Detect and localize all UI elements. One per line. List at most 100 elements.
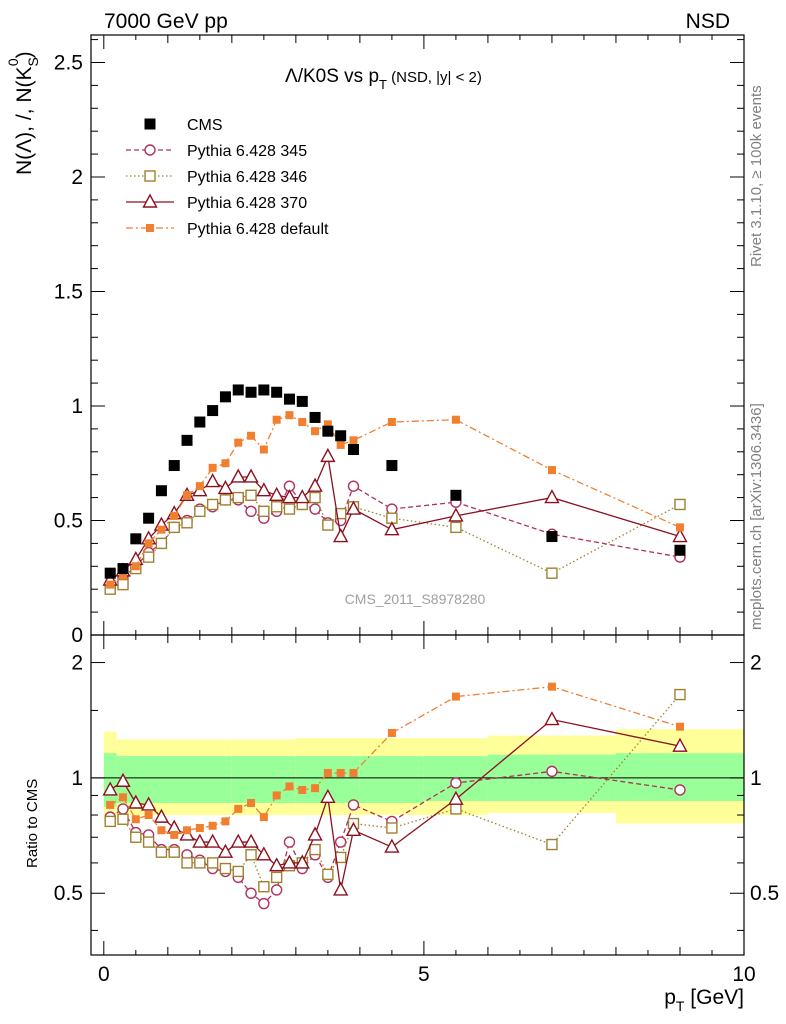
main-data-point: [450, 521, 462, 534]
ratio-data-point: [334, 836, 347, 848]
main-data-point: [335, 430, 347, 442]
main-data-point: [387, 418, 396, 427]
main-data-point: [232, 491, 244, 504]
ratio-data-point: [183, 826, 192, 835]
main-data-point: [259, 445, 268, 454]
main-data-point: [544, 489, 560, 504]
legend-entry: CMS: [144, 117, 223, 134]
main-data-point: [245, 489, 257, 502]
ratio-data-point: [450, 803, 462, 815]
legend-label: CMS: [187, 117, 223, 134]
main-data-point: [448, 507, 464, 522]
main-data-point: [221, 459, 230, 468]
main-data-point: [168, 521, 180, 534]
main-data-point: [144, 539, 153, 548]
main-y-tick-label: 2: [71, 166, 83, 189]
ylabel-b: ): [13, 51, 36, 58]
main-data-point: [672, 528, 688, 543]
ratio-y-tick-label: 0.5: [54, 882, 83, 905]
ratio-data-point: [320, 788, 336, 803]
main-data-point: [219, 494, 232, 506]
ratio-data-point: [258, 897, 270, 910]
main-y-tick-label: 1: [71, 395, 83, 418]
main-data-point: [258, 505, 270, 518]
ratio-data-point: [142, 836, 155, 848]
main-data-point: [336, 440, 345, 449]
ratio-data-point: [258, 881, 270, 893]
main-data-point: [217, 479, 234, 495]
main-data-point: [117, 578, 129, 591]
main-data-point: [142, 551, 155, 563]
main-data-point: [347, 480, 360, 492]
main-data-point: [334, 507, 347, 520]
legend-entry: Pythia 6.428 345: [126, 143, 307, 160]
ratio-data-point: [675, 722, 684, 731]
main-y-tick-label: 0.5: [54, 509, 83, 532]
main-data-point: [219, 391, 231, 403]
legend-entry: Pythia 6.428 default: [126, 221, 329, 238]
main-data-point: [309, 411, 321, 423]
main-data-point: [183, 491, 192, 500]
ratio-data-point: [217, 843, 234, 858]
ratio-data-point: [144, 811, 153, 820]
ratio-data-point: [283, 836, 296, 848]
main-data-point: [270, 501, 283, 513]
main-data-point: [117, 563, 129, 575]
main-data-point: [309, 503, 321, 515]
main-data-point: [271, 386, 283, 398]
inner-band-segment: [116, 756, 232, 803]
ratio-data-point: [307, 826, 323, 841]
ratio-y-tick-label: 1: [71, 767, 83, 790]
ratio-data-point: [386, 822, 398, 834]
main-data-point: [194, 505, 206, 518]
main-series-pythia-6-428-346: [104, 489, 686, 595]
ratio-data-point: [333, 881, 349, 896]
ratio-data-point: [106, 800, 115, 809]
main-data-point: [333, 528, 349, 543]
header-process-label: NSD: [686, 10, 730, 33]
main-data-point: [234, 438, 243, 447]
ratio-data-point: [157, 826, 166, 835]
main-data-point: [283, 503, 296, 515]
ratio-data-point: [232, 865, 244, 878]
main-data-point: [298, 418, 307, 427]
ratio-data-point: [245, 887, 257, 899]
ratio-data-point: [131, 815, 140, 824]
legend-label: Pythia 6.428 default: [187, 221, 329, 238]
ratio-data-point: [270, 884, 283, 896]
ratio-data-point: [230, 833, 246, 848]
legend-label: Pythia 6.428 346: [187, 169, 307, 186]
ratio-data-point: [349, 768, 358, 777]
main-data-point: [245, 386, 257, 398]
ratio-data-point: [181, 857, 193, 869]
ratio-data-point: [285, 782, 294, 791]
ratio-data-point: [117, 803, 129, 815]
main-y-axis-label: N(Λ), /, N(KS0): [5, 51, 41, 175]
ratio-series-pythia-6-428-370: [102, 711, 688, 896]
main-data-point: [384, 521, 400, 536]
ratio-data-point: [272, 791, 281, 800]
ratio-data-point: [294, 854, 310, 869]
main-data-point: [675, 523, 684, 532]
main-data-point: [450, 489, 462, 501]
analysis-watermark: CMS_2011_S8978280: [345, 591, 486, 607]
ratio-data-point: [387, 728, 396, 737]
main-data-point: [674, 544, 686, 556]
ratio-data-point: [309, 843, 321, 856]
ratio-data-point: [192, 833, 208, 848]
main-data-point: [131, 562, 140, 571]
main-data-point: [349, 436, 358, 445]
legend-entry: Pythia 6.428 370: [126, 193, 307, 212]
main-data-point: [322, 425, 334, 437]
main-series-cms: [104, 384, 686, 579]
legend: CMS Pythia 6.428 345 Pythia 6.428 346 Pythi…: [126, 117, 329, 238]
ratio-data-point: [219, 862, 232, 875]
main-data-point: [243, 468, 259, 483]
ratio-data-point: [115, 772, 131, 787]
main-data-point: [195, 482, 204, 491]
header-energy-label: 7000 GeV pp: [104, 10, 228, 33]
ratio-data-point: [674, 784, 686, 796]
main-data-point: [168, 460, 180, 472]
main-data-point: [283, 393, 295, 405]
main-data-point: [130, 533, 142, 545]
